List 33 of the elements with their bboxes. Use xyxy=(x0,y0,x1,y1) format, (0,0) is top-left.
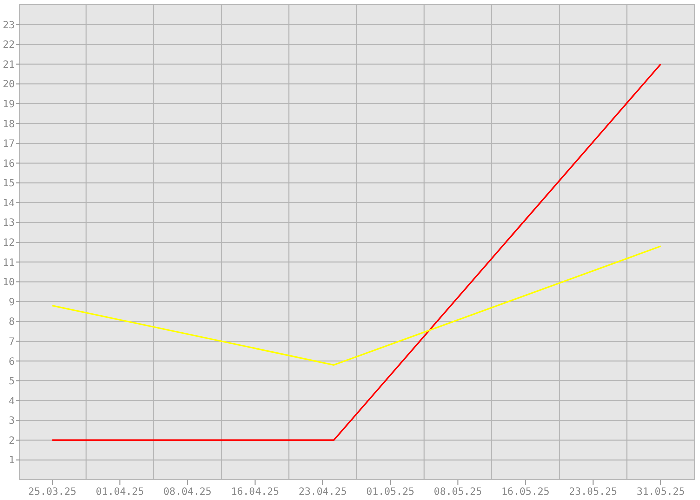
y-tick-label: 21 xyxy=(2,60,15,71)
x-tick-label: 08.05.25 xyxy=(434,487,482,498)
x-tick-label: 16.04.25 xyxy=(231,487,280,498)
y-tick-label: 9 xyxy=(8,297,15,308)
x-tick-label: 23.05.25 xyxy=(569,487,618,498)
y-tick-label: 12 xyxy=(2,238,15,249)
y-tick-label: 11 xyxy=(2,258,15,269)
y-tick-label: 17 xyxy=(2,139,15,150)
y-tick-label: 18 xyxy=(2,119,15,130)
x-tick-label: 08.04.25 xyxy=(164,487,212,498)
y-tick-label: 1 xyxy=(8,456,15,467)
x-tick-label: 23.04.25 xyxy=(298,487,348,498)
y-tick-label: 2 xyxy=(8,436,15,447)
y-tick-label: 15 xyxy=(2,178,15,190)
x-tick-label: 31.05.25 xyxy=(636,487,686,498)
y-tick-label: 16 xyxy=(2,158,15,170)
y-tick-label: 23 xyxy=(2,20,15,32)
y-tick-label: 22 xyxy=(2,40,15,52)
y-tick-label: 4 xyxy=(8,396,15,408)
y-tick-label: 20 xyxy=(2,80,15,91)
y-tick-label: 19 xyxy=(2,99,15,110)
y-tick-label: 7 xyxy=(8,336,15,348)
y-tick-label: 10 xyxy=(2,278,15,289)
y-tick-label: 6 xyxy=(8,356,15,368)
y-tick-label: 14 xyxy=(2,198,15,210)
y-tick-label: 3 xyxy=(8,416,15,428)
y-tick-label: 5 xyxy=(8,376,15,388)
x-tick-label: 25.03.25 xyxy=(28,487,77,498)
x-tick-label: 01.04.25 xyxy=(96,487,144,498)
x-tick-label: 01.05.25 xyxy=(366,487,415,498)
x-tick-label: 16.05.25 xyxy=(502,487,550,498)
y-tick-label: 13 xyxy=(2,218,15,230)
y-tick-label: 8 xyxy=(8,317,15,328)
